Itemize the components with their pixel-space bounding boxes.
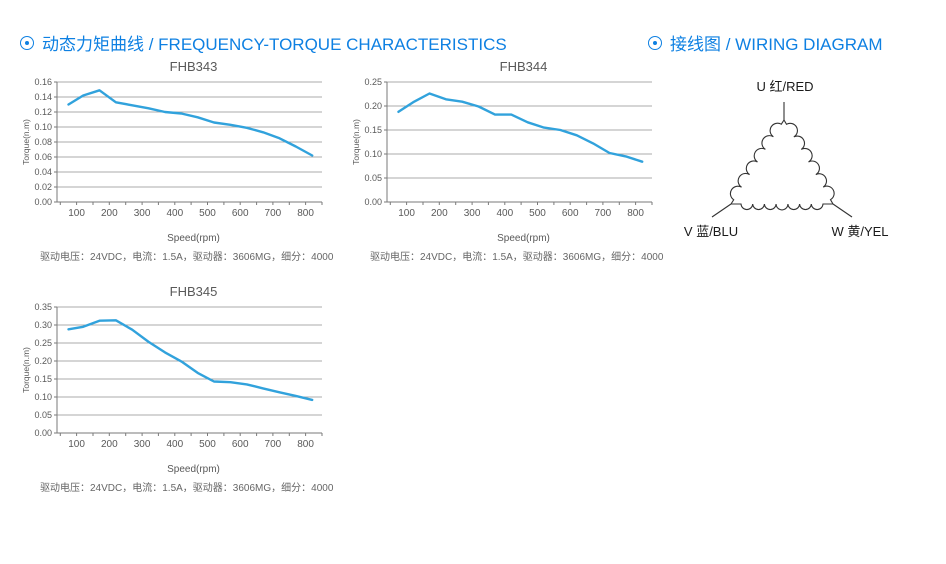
svg-text:0.15: 0.15 — [34, 374, 52, 384]
svg-text:700: 700 — [595, 208, 612, 219]
torque-chart-fhb343: FHB343 Torque(n.m) 0.00 0.02 0.04 0.06 0.08 0.… — [20, 58, 334, 263]
svg-text:600: 600 — [562, 208, 579, 219]
svg-text:0.10: 0.10 — [34, 392, 52, 402]
wiring-diagram: U 红/RED V 蓝/BLU W 黄/YEL — [660, 75, 946, 245]
svg-text:0.00: 0.00 — [34, 197, 52, 207]
svg-text:0.35: 0.35 — [34, 302, 52, 312]
svg-text:0.00: 0.00 — [34, 428, 52, 438]
svg-text:100: 100 — [68, 208, 85, 219]
svg-text:500: 500 — [529, 208, 546, 219]
x-axis-label: Speed(rpm) — [167, 233, 220, 244]
phase-v-label: V 蓝/BLU — [683, 224, 739, 239]
svg-text:0.05: 0.05 — [364, 173, 382, 183]
svg-text:Torque(n.m): Torque(n.m) — [21, 347, 31, 393]
section-title-text: 动态力矩曲线 / FREQUENCY-TORQUE CHARACTERISTIC… — [42, 35, 507, 54]
phase-u-label: U 红/RED — [756, 79, 814, 94]
torque-chart-fhb344: FHB344 Torque(n.m) 0.00 0.05 0.10 0.15 0.20 0.… — [350, 58, 664, 263]
svg-text:400: 400 — [166, 208, 183, 219]
svg-text:0.10: 0.10 — [34, 122, 52, 132]
svg-text:0.12: 0.12 — [34, 107, 52, 117]
circle-dot-icon — [20, 35, 34, 50]
svg-text:200: 200 — [431, 208, 448, 219]
svg-text:0.15: 0.15 — [364, 125, 382, 135]
svg-text:600: 600 — [232, 439, 249, 450]
svg-text:0.30: 0.30 — [34, 320, 52, 330]
svg-text:600: 600 — [232, 208, 249, 219]
svg-text:0.04: 0.04 — [34, 167, 52, 177]
svg-text:Torque(n.m): Torque(n.m) — [21, 119, 31, 165]
drive-conditions-caption: 驱动电压：24VDC，电流：1.5A，驱动器：3606MG，细分：4000 — [40, 252, 334, 263]
svg-text:0.16: 0.16 — [34, 77, 52, 87]
svg-text:800: 800 — [297, 208, 314, 219]
svg-text:500: 500 — [199, 439, 216, 450]
svg-text:800: 800 — [297, 439, 314, 450]
svg-text:200: 200 — [101, 208, 118, 219]
chart-plot-area: Torque(n.m) 0.00 0.05 0.10 0.15 0.20 0.25 0.30 0… — [21, 302, 323, 450]
chart-plot-area: Torque(n.m) 0.00 0.02 0.04 0.06 0.08 0.10 0.12 0… — [21, 77, 323, 219]
torque-chart-fhb345: FHB345 Torque(n.m) 0.00 0.05 0.10 0.15 0.20 0.… — [20, 283, 334, 494]
svg-text:0.05: 0.05 — [34, 410, 52, 420]
svg-text:0.10: 0.10 — [364, 149, 382, 159]
svg-text:100: 100 — [398, 208, 415, 219]
chart-title: FHB343 — [169, 59, 218, 74]
svg-text:0.06: 0.06 — [34, 152, 52, 162]
svg-text:300: 300 — [134, 208, 151, 219]
svg-text:700: 700 — [265, 208, 282, 219]
svg-text:300: 300 — [464, 208, 481, 219]
svg-text:0.00: 0.00 — [364, 197, 382, 207]
svg-text:0.08: 0.08 — [34, 137, 52, 147]
svg-text:500: 500 — [199, 208, 216, 219]
delta-winding-drawing — [711, 102, 853, 218]
svg-text:300: 300 — [134, 439, 151, 450]
chart-plot-area: Torque(n.m) 0.00 0.05 0.10 0.15 0.20 0.25 100 20… — [351, 77, 653, 219]
svg-text:700: 700 — [265, 439, 282, 450]
circle-dot-icon — [648, 35, 662, 50]
svg-text:0.14: 0.14 — [34, 92, 52, 102]
x-axis-label: Speed(rpm) — [497, 233, 550, 244]
section-title-wiring-diagram: 接线图 / WIRING DIAGRAM — [648, 30, 883, 55]
svg-text:400: 400 — [166, 439, 183, 450]
svg-text:0.20: 0.20 — [34, 356, 52, 366]
svg-text:400: 400 — [496, 208, 513, 219]
svg-text:0.25: 0.25 — [364, 77, 382, 87]
svg-text:100: 100 — [68, 439, 85, 450]
phase-w-label: W 黄/YEL — [831, 224, 889, 239]
svg-text:Torque(n.m): Torque(n.m) — [351, 119, 361, 165]
drive-conditions-caption: 驱动电压：24VDC，电流：1.5A，驱动器：3606MG，细分：4000 — [40, 483, 334, 494]
svg-text:0.20: 0.20 — [364, 101, 382, 111]
drive-conditions-caption: 驱动电压：24VDC，电流：1.5A，驱动器：3606MG，细分：4000 — [370, 252, 664, 263]
svg-text:0.25: 0.25 — [34, 338, 52, 348]
section-title-frequency-torque: 动态力矩曲线 / FREQUENCY-TORQUE CHARACTERISTIC… — [20, 30, 507, 55]
chart-title: FHB344 — [499, 59, 548, 74]
svg-text:800: 800 — [627, 208, 644, 219]
x-axis-label: Speed(rpm) — [167, 464, 220, 475]
svg-text:0.02: 0.02 — [34, 182, 52, 192]
chart-title: FHB345 — [169, 284, 218, 299]
section-title-text: 接线图 / WIRING DIAGRAM — [670, 35, 883, 54]
svg-text:200: 200 — [101, 439, 118, 450]
